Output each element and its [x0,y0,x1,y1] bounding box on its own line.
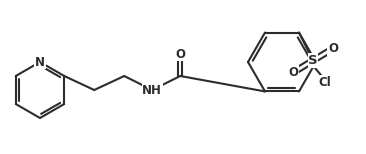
Text: N: N [35,55,45,69]
Text: Cl: Cl [319,76,331,89]
Text: O: O [328,42,338,55]
Text: O: O [175,47,185,61]
Text: O: O [288,66,298,79]
Text: NH: NH [142,83,162,97]
Text: S: S [308,54,318,67]
